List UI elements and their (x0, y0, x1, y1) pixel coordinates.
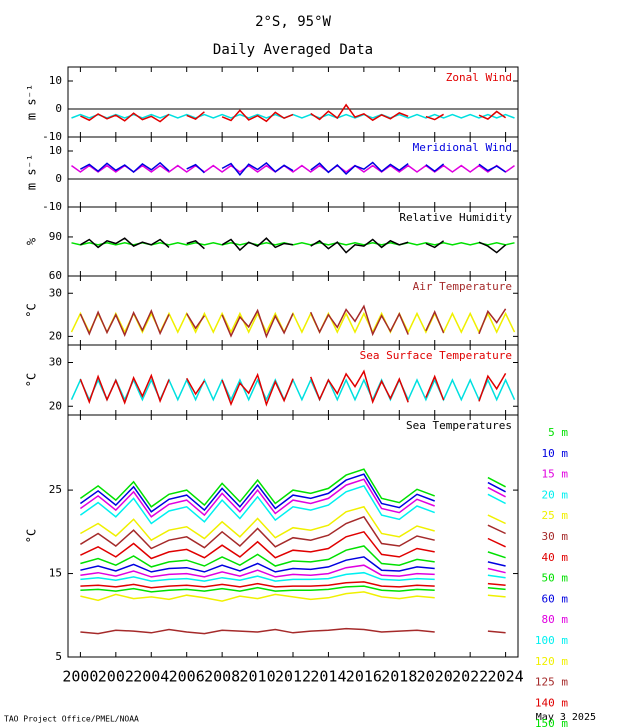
credit: TAO Project Office/PMEL/NOAA (4, 715, 139, 724)
panel-title: Air Temperature (413, 280, 512, 293)
series-line (79, 369, 507, 407)
panel-title: Meridional Wind (413, 141, 512, 154)
legend-entry: 150 m (535, 717, 568, 727)
legend-entry: 30 m (542, 530, 569, 543)
y-axis-label: °C (25, 529, 39, 543)
panel-frame (67, 414, 519, 658)
x-tick-label: 2010 (240, 668, 276, 686)
x-tick-label: 2024 (488, 668, 524, 686)
series-line (80, 581, 506, 589)
series-line (79, 478, 506, 518)
x-tick-label: 2006 (169, 668, 205, 686)
y-tick-label: 0 (55, 172, 62, 185)
x-tick-label: 2016 (346, 668, 382, 686)
series-line (80, 505, 506, 542)
legend-entry: 10 m (542, 447, 569, 460)
y-tick-label: 60 (49, 269, 62, 282)
x-tick-label: 2000 (62, 668, 98, 686)
x-tick-label: 2020 (417, 668, 453, 686)
series-line (70, 378, 516, 402)
y-tick-label: 15 (49, 567, 62, 580)
header-subtitle: Daily Averaged Data (213, 42, 373, 58)
x-tick-label: 2014 (310, 668, 346, 686)
series-line (80, 237, 507, 254)
y-tick-label: 25 (49, 483, 62, 496)
y-tick-label: 10 (49, 144, 62, 157)
legend-entry: 25 m (542, 509, 569, 522)
panel-title: Sea Temperatures (406, 419, 512, 432)
series-line (79, 473, 506, 513)
series-line (80, 103, 507, 123)
series-line (79, 485, 506, 525)
date: May 3 2025 (536, 712, 596, 723)
x-tick-label: 2008 (204, 668, 240, 686)
x-tick-label: 2012 (275, 668, 311, 686)
legend-entry: 60 m (542, 592, 569, 605)
panel-title: Sea Surface Temperature (360, 349, 512, 362)
series-line (79, 468, 506, 508)
series-line (80, 591, 506, 602)
legend-entry: 140 m (535, 696, 568, 709)
series-line (79, 304, 507, 339)
x-tick-label: 2002 (98, 668, 134, 686)
x-tick-label: 2018 (381, 668, 417, 686)
series-line (80, 545, 506, 568)
y-tick-label: 30 (49, 356, 62, 369)
legend-entry: 120 m (535, 655, 568, 668)
y-tick-label: 20 (49, 329, 62, 342)
legend-entry: 125 m (535, 676, 568, 689)
legend-entry: 40 m (542, 551, 569, 564)
y-tick-label: 90 (49, 230, 62, 243)
series-line (80, 556, 506, 573)
legend-entry: 20 m (542, 488, 569, 501)
y-tick-label: -10 (42, 130, 62, 143)
series-line (71, 164, 515, 173)
y-tick-label: -10 (42, 200, 62, 213)
y-axis-label: °C (25, 303, 39, 317)
y-axis-label: m s⁻¹ (25, 84, 39, 120)
series-line (80, 515, 506, 550)
legend-entry: 80 m (542, 613, 569, 626)
series-line (80, 530, 506, 560)
series-line (80, 585, 506, 593)
series-line (80, 161, 507, 176)
series-line (80, 564, 506, 578)
y-tick-label: 20 (49, 399, 62, 412)
legend-entry: 50 m (542, 572, 569, 585)
y-tick-label: 0 (55, 102, 62, 115)
legend-entry: 15 m (542, 468, 569, 481)
x-tick-label: 2004 (133, 668, 169, 686)
legend-entry: 100 m (535, 634, 568, 647)
series-line (80, 571, 506, 582)
x-tick-label: 2022 (452, 668, 488, 686)
panel-title: Relative Humidity (399, 211, 512, 224)
series-line (80, 627, 506, 635)
y-tick-label: 5 (55, 650, 62, 663)
legend-entry: 5 m (548, 426, 568, 439)
panel-title: Zonal Wind (446, 71, 512, 84)
y-axis-label: % (25, 237, 39, 245)
y-axis-label: °C (25, 373, 39, 387)
y-tick-label: 30 (49, 286, 62, 299)
header-title: 2°S, 95°W (255, 14, 331, 30)
y-axis-label: m s⁻¹ (25, 154, 39, 190)
y-tick-label: 10 (49, 74, 62, 87)
